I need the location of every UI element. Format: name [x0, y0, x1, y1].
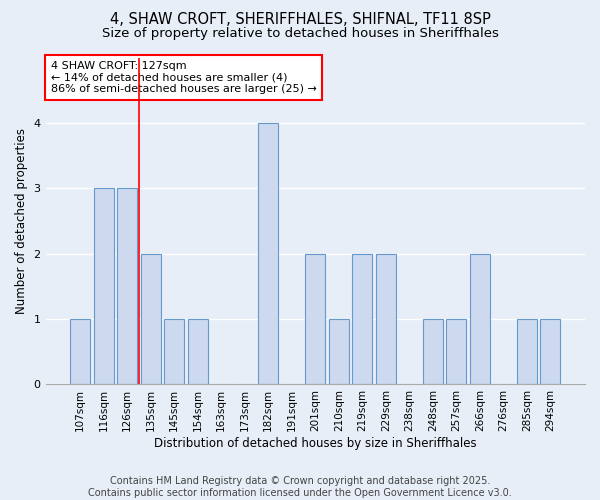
Bar — [70, 319, 90, 384]
Bar — [352, 254, 373, 384]
Bar — [94, 188, 113, 384]
Bar — [164, 319, 184, 384]
Bar — [329, 319, 349, 384]
Bar — [117, 188, 137, 384]
Bar — [305, 254, 325, 384]
Bar — [140, 254, 161, 384]
Bar — [376, 254, 396, 384]
Bar — [517, 319, 537, 384]
Bar — [446, 319, 466, 384]
Bar — [541, 319, 560, 384]
Text: 4, SHAW CROFT, SHERIFFHALES, SHIFNAL, TF11 8SP: 4, SHAW CROFT, SHERIFFHALES, SHIFNAL, TF… — [110, 12, 490, 28]
Bar — [423, 319, 443, 384]
Text: Contains HM Land Registry data © Crown copyright and database right 2025.
Contai: Contains HM Land Registry data © Crown c… — [88, 476, 512, 498]
Bar — [188, 319, 208, 384]
Bar — [470, 254, 490, 384]
Text: Size of property relative to detached houses in Sheriffhales: Size of property relative to detached ho… — [101, 28, 499, 40]
Text: 4 SHAW CROFT: 127sqm
← 14% of detached houses are smaller (4)
86% of semi-detach: 4 SHAW CROFT: 127sqm ← 14% of detached h… — [51, 61, 317, 94]
Y-axis label: Number of detached properties: Number of detached properties — [15, 128, 28, 314]
X-axis label: Distribution of detached houses by size in Sheriffhales: Distribution of detached houses by size … — [154, 437, 476, 450]
Bar — [258, 123, 278, 384]
